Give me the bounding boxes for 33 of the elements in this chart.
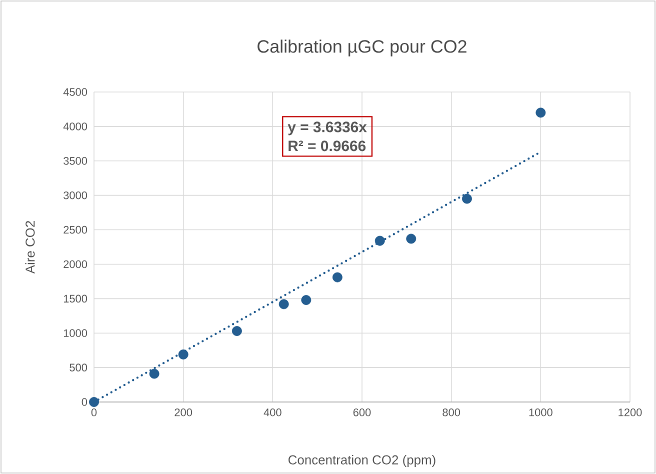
- y-tick-label: 3000: [64, 191, 88, 200]
- point: [332, 272, 342, 282]
- point: [536, 108, 546, 118]
- y-tick-label: 1000: [64, 329, 88, 337]
- y-tick-label: 3500: [64, 157, 88, 165]
- point: [178, 349, 188, 360]
- y-tick-label: 2500: [64, 226, 88, 234]
- point: [462, 194, 472, 204]
- point: [406, 234, 416, 244]
- x-tick-label: 1200: [618, 408, 642, 416]
- y-tick-label: 4000: [63, 122, 88, 130]
- point: [374, 236, 385, 246]
- y-tick-label: 500: [70, 364, 88, 372]
- point: [232, 326, 242, 336]
- chart-title: Calibration µGC pour CO2: [258, 40, 466, 56]
- x-tick-label: 800: [442, 408, 460, 416]
- point: [278, 299, 289, 310]
- x-tick-label: 400: [264, 408, 282, 416]
- y-tick-label: 4500: [63, 88, 88, 96]
- point: [149, 368, 160, 379]
- y-tick-label: 0: [82, 398, 88, 406]
- point: [301, 295, 312, 306]
- x-tick-label: 0: [91, 408, 97, 416]
- y-axis-title: Aire CO2: [25, 221, 35, 274]
- annotation: R² = 0.9666: [288, 140, 366, 152]
- x-axis-title: Concentration CO2 (ppm): [288, 454, 436, 468]
- x-tick-label: 200: [174, 408, 192, 416]
- point: [89, 397, 99, 407]
- y-tick-label: 2000: [64, 260, 88, 268]
- annotation: y = 3.6336x: [288, 122, 367, 136]
- x-tick-label: 600: [353, 408, 371, 416]
- x-tick-label: 1000: [529, 408, 552, 416]
- y-tick-label: 1500: [64, 294, 88, 303]
